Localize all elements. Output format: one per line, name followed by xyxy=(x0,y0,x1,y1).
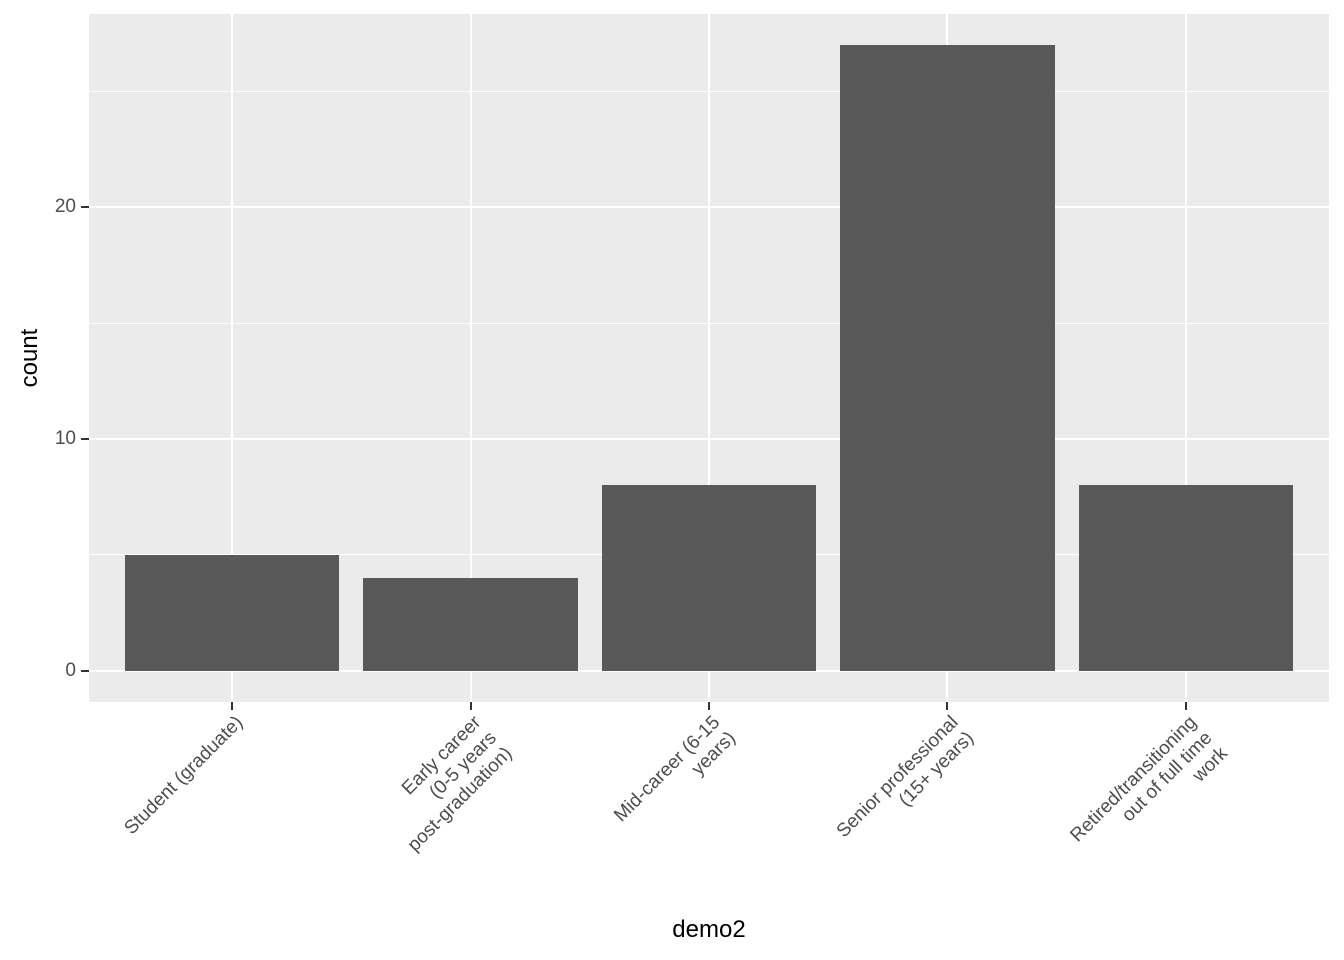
y-tick xyxy=(81,438,89,441)
x-gridline-major xyxy=(708,14,710,702)
plot-panel xyxy=(89,14,1329,702)
y-tick-label: 20 xyxy=(54,196,76,218)
bar xyxy=(363,578,578,671)
y-tick xyxy=(81,206,89,209)
x-tick-label: Retired/transitioning out of full time w… xyxy=(1066,712,1232,847)
x-tick xyxy=(231,702,234,710)
x-gridline-major xyxy=(231,14,234,702)
bar xyxy=(840,45,1055,671)
x-tick xyxy=(946,702,949,710)
x-gridline-major xyxy=(469,14,472,702)
x-tick-label: Early career (0-5 years post-graduation) xyxy=(398,712,517,856)
y-tick-label: 10 xyxy=(54,428,76,450)
x-tick-label: Mid-career (6-15 years) xyxy=(609,712,740,827)
y-tick xyxy=(81,669,89,672)
x-tick-label: Senior professional (15+ years) xyxy=(832,712,978,842)
bar xyxy=(124,554,340,671)
x-tick xyxy=(469,702,472,710)
x-axis-title: demo2 xyxy=(672,916,746,943)
bar xyxy=(601,485,817,671)
bar xyxy=(1078,485,1294,671)
x-tick-label: Student (graduate) xyxy=(120,712,247,839)
x-gridline-major xyxy=(1184,14,1187,702)
y-tick-label: 0 xyxy=(65,659,76,681)
x-tick xyxy=(1184,702,1187,710)
y-axis-title: count xyxy=(16,328,43,388)
x-tick xyxy=(708,702,710,710)
